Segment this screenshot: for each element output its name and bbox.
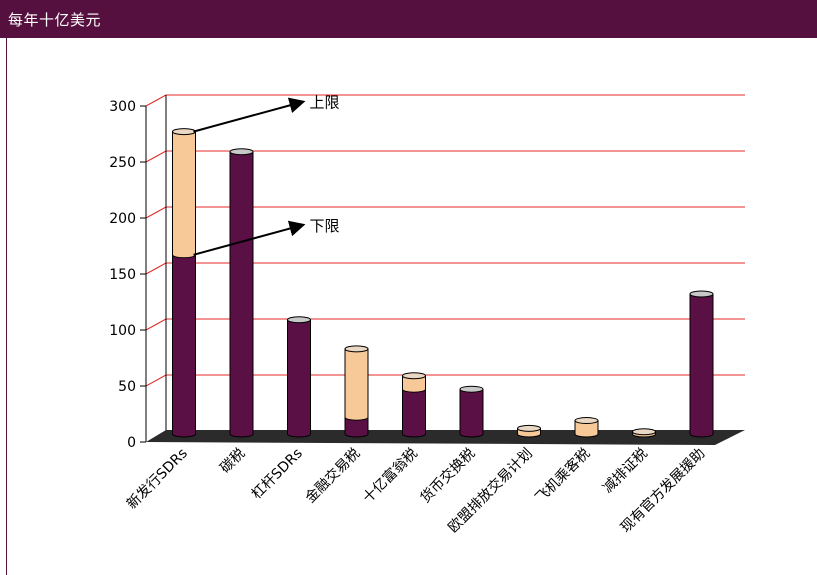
bar-cap (459, 385, 484, 393)
bar-lower-body (402, 388, 426, 438)
y-tick-label: 50 (118, 379, 136, 395)
bar-cap (517, 424, 541, 432)
bar-lower (172, 254, 196, 438)
y-tick-label: 300 (109, 99, 136, 115)
gridlines (145, 94, 745, 387)
bar-upper (172, 131, 196, 259)
bar-upper-body (402, 375, 426, 393)
gridline-side (145, 150, 167, 163)
bar-lower-body (689, 293, 714, 438)
bar-cap (287, 316, 311, 324)
bar-cap (689, 290, 714, 298)
x-tick-label: 十亿富翁税 (359, 445, 421, 507)
x-tick-label: 杠杆SDRs (249, 446, 306, 503)
bar-cap (344, 345, 369, 353)
gridline-side (145, 374, 167, 387)
chart-unit-title: 每年十亿美元 (8, 11, 102, 29)
gridline-side (145, 262, 167, 275)
bar-lower (287, 319, 311, 438)
gridline-side (145, 318, 167, 331)
bar-lower (344, 416, 369, 438)
annotation-label: 下限 (310, 217, 340, 235)
y-tick-label: 0 (127, 435, 136, 451)
y-tick-label: 250 (109, 155, 136, 171)
bar-lower-body (172, 254, 196, 438)
bar-upper (402, 375, 426, 393)
bar-cap (574, 417, 599, 425)
bar-cap (632, 428, 656, 436)
annotation-label: 上限 (310, 94, 340, 112)
bars (172, 128, 714, 438)
x-tick-label: 新发行SDRs (124, 446, 191, 513)
left-border (6, 38, 7, 575)
x-tick-label: 减排证税 (600, 446, 651, 497)
bar-lower (402, 388, 426, 438)
bar-lower-body (229, 151, 254, 438)
x-tick-label: 飞机乘客税 (532, 445, 594, 507)
x-tick-label: 碳税 (217, 446, 248, 477)
bar-cap (229, 148, 254, 156)
x-axis-labels: 新发行SDRs 碳税 杠杆SDRs金融交易税十亿富翁税货币交换税欧盟排放交易计划飞机… (124, 445, 708, 536)
bar-upper-body (574, 420, 599, 438)
bar-lower-body (344, 416, 369, 438)
bar-lower (459, 388, 484, 438)
x-tick-label: 货币交换税 (417, 445, 479, 507)
annotation-arrow (193, 220, 306, 256)
y-tick-label: 100 (109, 323, 136, 339)
bar-lower (229, 151, 254, 438)
x-tick-label: 金融交易税 (302, 445, 364, 507)
bar-lower-body (287, 319, 311, 438)
bar-upper (344, 348, 369, 421)
y-tick-label: 200 (109, 211, 136, 227)
bar-upper (574, 420, 599, 438)
bar-upper-body (172, 131, 196, 259)
bar-lower (689, 293, 714, 438)
bar-upper-body (344, 348, 369, 421)
gridline-side (145, 206, 167, 219)
y-tick-label: 150 (109, 267, 136, 283)
bar-lower-body (459, 388, 484, 438)
y-axis: 0 50 100 150 200 250 300 (109, 95, 167, 451)
annotation-arrow (193, 97, 306, 133)
bar-cap (402, 372, 426, 380)
gridline-side (145, 94, 167, 107)
bar-cap (172, 128, 196, 136)
header-bar: 每年十亿美元 (0, 0, 817, 38)
